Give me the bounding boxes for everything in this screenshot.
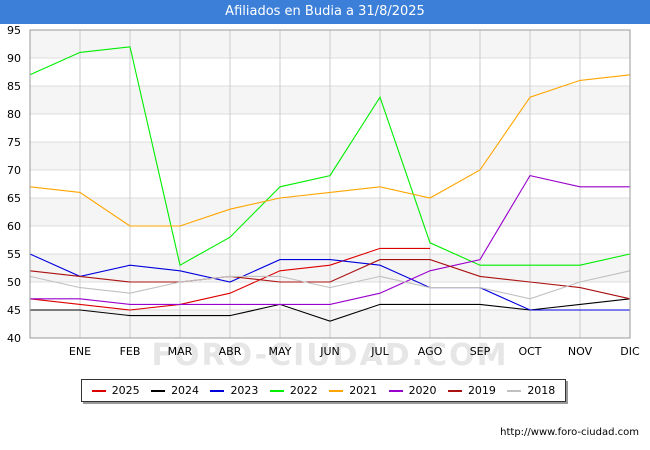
- series-line-2018: [29, 270, 631, 300]
- y-tick-label: 60: [7, 220, 21, 233]
- y-tick-label: 85: [7, 80, 21, 93]
- legend-item-2024: 2024: [151, 384, 199, 397]
- y-tick-label: 50: [7, 276, 21, 289]
- legend-label: 2024: [171, 384, 200, 397]
- legend-swatch: [388, 389, 403, 392]
- x-tick-label: ABR: [219, 345, 242, 358]
- x-tick-label: ENE: [69, 345, 91, 358]
- legend-swatch: [210, 389, 225, 392]
- legend-item-2022: 2022: [269, 384, 318, 397]
- x-tick-label: OCT: [518, 345, 541, 358]
- legend-item-2025: 2025: [91, 384, 140, 397]
- x-tick-label: JUL: [370, 345, 389, 358]
- y-tick-label: 75: [7, 136, 21, 149]
- x-tick-label: MAR: [168, 345, 193, 358]
- legend-swatch: [447, 389, 462, 392]
- x-tick-label: AGO: [418, 345, 443, 358]
- y-tick-label: 45: [7, 304, 21, 317]
- x-tick-label: JUN: [319, 345, 340, 358]
- legend-label: 2019: [467, 384, 496, 397]
- chart-title: Afiliados en Budia a 31/8/2025: [0, 0, 650, 24]
- y-tick-label: 70: [7, 164, 21, 177]
- legend-swatch: [507, 389, 522, 392]
- y-tick-label: 40: [7, 332, 21, 345]
- legend-label: 2020: [408, 384, 437, 397]
- series-lines: [29, 46, 631, 322]
- y-tick-label: 65: [7, 192, 21, 205]
- y-tick-label: 95: [7, 24, 21, 37]
- footer-url[interactable]: http://www.foro-ciudad.com: [500, 427, 639, 438]
- y-tick-label: 55: [7, 248, 21, 261]
- y-tick-label: 80: [7, 108, 21, 121]
- legend-item-2023: 2023: [210, 384, 258, 397]
- legend: 2025 2024 2023 2022 2021 2020 2019 2018: [81, 379, 566, 402]
- series-line-2025: [29, 247, 430, 311]
- series-line-2023: [29, 253, 630, 311]
- series-line-2019: [29, 259, 631, 300]
- x-tick-label: FEB: [120, 345, 141, 358]
- axes: 40 45 50 55 60 65 70 75 80 85 90 95 ENE FEB MAR ABR MAY J…: [7, 24, 640, 358]
- x-tick-label: NOV: [568, 345, 593, 358]
- legend-item-2021: 2021: [329, 384, 377, 397]
- legend-label: 2022: [289, 384, 318, 397]
- series-line-2020: [30, 174, 630, 305]
- x-tick-label: DIC: [620, 345, 640, 358]
- legend-item-2020: 2020: [388, 384, 437, 397]
- legend-label: 2021: [349, 384, 378, 397]
- legend-swatch: [151, 389, 166, 392]
- legend-label: 2018: [527, 384, 556, 397]
- legend-item-2018: 2018: [507, 384, 555, 397]
- series-line-2021: [29, 74, 631, 227]
- x-tick-label: SEP: [470, 345, 491, 358]
- legend-swatch: [329, 389, 344, 392]
- legend-label: 2025: [111, 384, 140, 397]
- series-line-2022: [29, 46, 631, 267]
- legend-label: 2023: [230, 384, 259, 397]
- x-tick-label: MAY: [269, 345, 292, 358]
- plot-frame: [29, 29, 631, 339]
- watermark: FORO-CIUDAD.COM: [152, 338, 509, 373]
- legend-swatch: [269, 389, 284, 392]
- legend-swatch: [91, 389, 106, 392]
- y-tick-label: 90: [7, 52, 21, 65]
- legend-item-2019: 2019: [447, 384, 496, 397]
